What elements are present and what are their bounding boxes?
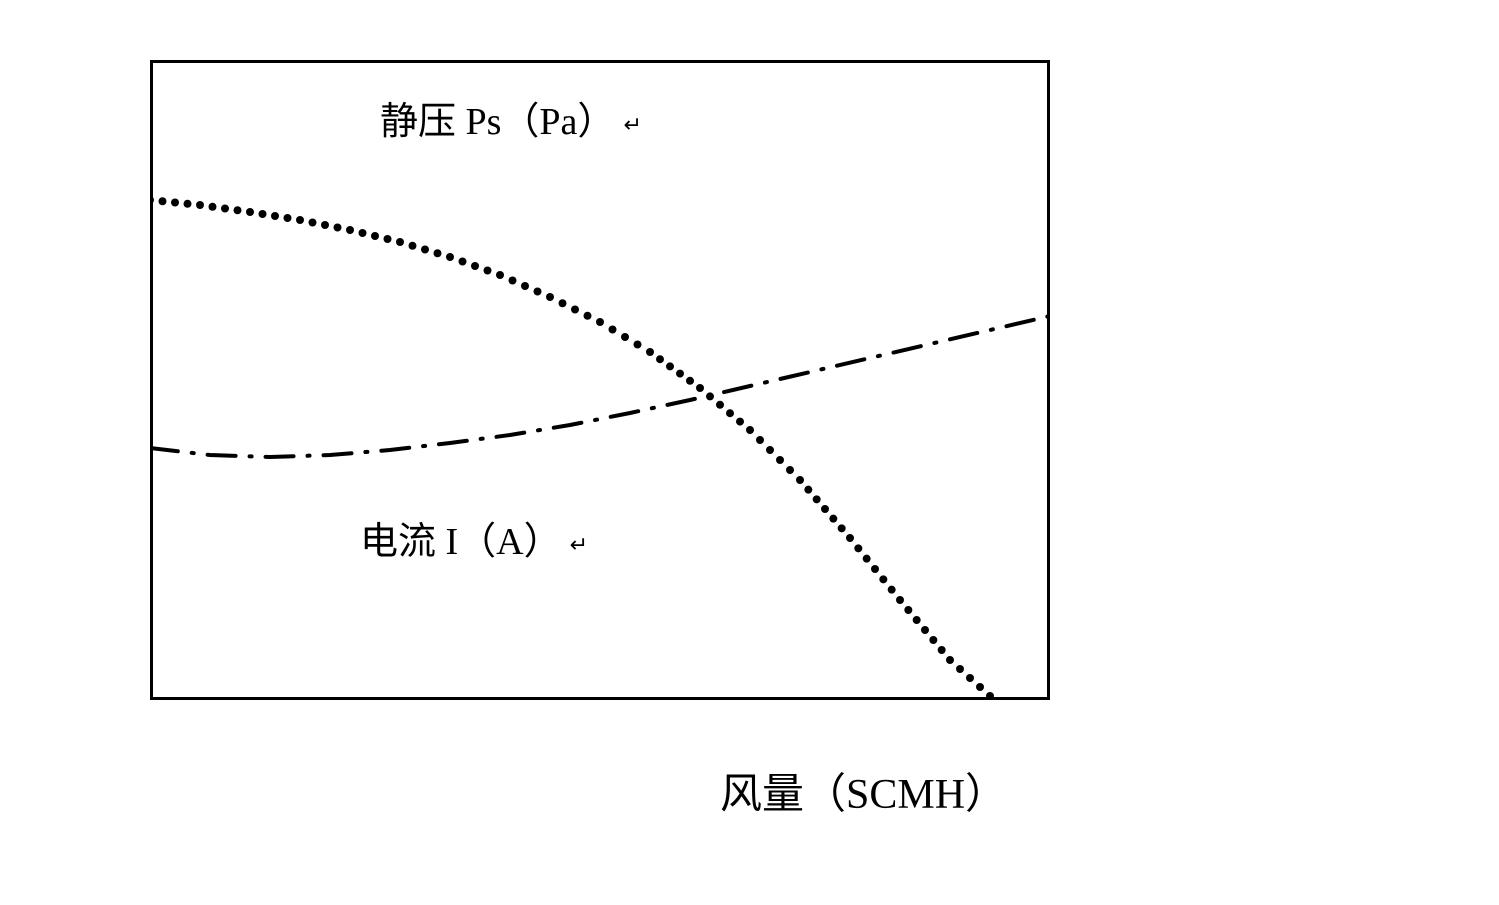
x-axis-label: 风量（SCMH） [720,760,1007,821]
chart-plot-area [150,60,1050,700]
static-pressure-label: 静压 Ps（Pa）↵ [380,90,642,145]
current-label: 电流 I（A）↵ [360,510,588,565]
return-mark-icon: ↵ [623,112,641,137]
chart-container: 静压 Ps（Pa）↵ 电流 I（A）↵ [150,60,1050,700]
return-mark-icon: ↵ [570,532,588,557]
